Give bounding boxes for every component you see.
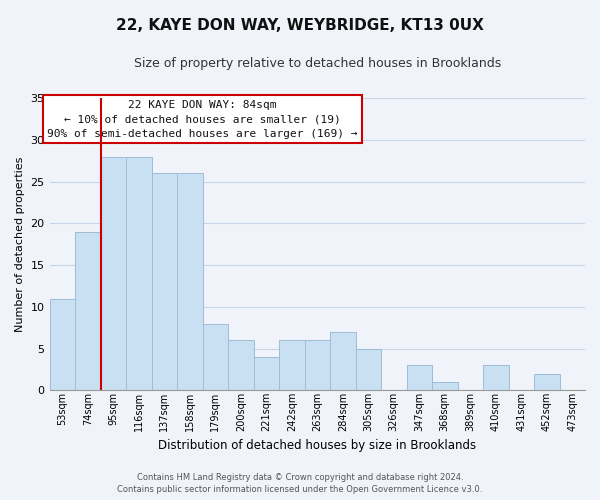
Bar [177,173,203,390]
Bar [75,232,101,390]
Bar [483,366,509,390]
Bar [254,357,279,390]
Bar [50,298,75,390]
Text: Contains HM Land Registry data © Crown copyright and database right 2024.
Contai: Contains HM Land Registry data © Crown c… [118,472,482,494]
Bar [152,173,177,390]
Bar [356,348,381,391]
Text: 22 KAYE DON WAY: 84sqm
← 10% of detached houses are smaller (19)
90% of semi-det: 22 KAYE DON WAY: 84sqm ← 10% of detached… [47,100,358,138]
Y-axis label: Number of detached properties: Number of detached properties [15,156,25,332]
Bar [305,340,330,390]
Bar [101,156,126,390]
Bar [203,324,228,390]
Text: 22, KAYE DON WAY, WEYBRIDGE, KT13 0UX: 22, KAYE DON WAY, WEYBRIDGE, KT13 0UX [116,18,484,32]
Title: Size of property relative to detached houses in Brooklands: Size of property relative to detached ho… [134,58,501,70]
Bar [432,382,458,390]
Bar [330,332,356,390]
Bar [126,156,152,390]
Bar [279,340,305,390]
Bar [407,366,432,390]
Bar [228,340,254,390]
Bar [534,374,560,390]
X-axis label: Distribution of detached houses by size in Brooklands: Distribution of detached houses by size … [158,440,476,452]
